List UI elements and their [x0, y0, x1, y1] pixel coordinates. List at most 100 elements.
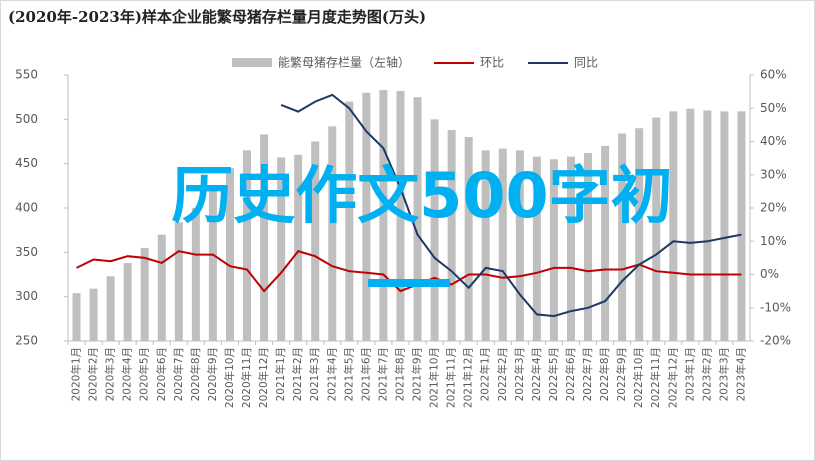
x-tick-label: 2020年8月 — [189, 347, 202, 401]
bar — [515, 150, 524, 341]
x-tick-label: 2020年5月 — [138, 347, 151, 401]
y2-tick-label: 20% — [760, 201, 787, 215]
bar — [379, 90, 388, 341]
x-tick-label: 2020年10月 — [223, 347, 236, 408]
line — [280, 93, 742, 318]
bar — [447, 129, 456, 341]
x-tick-label: 2022年8月 — [598, 347, 611, 401]
legend: 能繁母猪存栏量（左轴） 环比 同比 — [232, 55, 598, 70]
x-tick-label: 2021年7月 — [376, 347, 389, 401]
bar — [89, 288, 98, 341]
bar — [72, 293, 81, 341]
bar — [601, 145, 610, 341]
chart-title: (2020年-2023年)样本企业能繁母猪存栏量月度走势图(万头) — [8, 8, 426, 26]
x-tick-label: 2020年12月 — [257, 347, 270, 408]
x-tick-label: 2021年4月 — [325, 347, 338, 401]
x-tick-label: 2020年4月 — [121, 347, 134, 401]
x-tick-label: 2022年1月 — [479, 347, 492, 401]
bar — [720, 111, 729, 341]
x-tick-label: 2020年6月 — [155, 347, 168, 401]
x-tick-label: 2023年3月 — [717, 347, 730, 401]
x-tick-label: 2023年2月 — [700, 347, 713, 401]
bar — [106, 276, 115, 341]
x-tick-label: 2022年10月 — [632, 347, 645, 408]
y-tick-label: 550 — [15, 68, 38, 82]
x-tick-label: 2022年2月 — [496, 347, 509, 401]
x-tick-label: 2023年1月 — [683, 347, 696, 401]
y2-tick-label: 50% — [760, 101, 787, 115]
bar — [635, 128, 644, 341]
bar — [618, 133, 627, 341]
x-tick-label: 2021年10月 — [428, 347, 441, 408]
x-tick-label: 2022年4月 — [530, 347, 543, 401]
bar — [584, 153, 593, 341]
bar — [464, 137, 473, 341]
bar — [328, 126, 337, 341]
x-tick-label: 2021年6月 — [359, 347, 372, 401]
y-tick-label: 300 — [15, 289, 38, 303]
x-tick-label: 2020年11月 — [240, 347, 253, 408]
bar — [532, 156, 541, 341]
bar — [311, 141, 320, 341]
y-tick-label: 400 — [15, 201, 38, 215]
y2-tick-label: 10% — [760, 234, 787, 248]
legend-label: 能繁母猪存栏量（左轴） — [278, 55, 410, 70]
x-tick-label: 2021年11月 — [445, 347, 458, 408]
x-tick-label: 2020年7月 — [172, 347, 185, 401]
x-tick-label: 2020年9月 — [206, 347, 219, 401]
bar — [345, 101, 354, 341]
y2-tick-label: 40% — [760, 134, 787, 148]
bar — [498, 148, 507, 341]
bar — [277, 157, 286, 341]
y2-tick-label: 30% — [760, 167, 787, 181]
bar — [140, 247, 149, 341]
bar — [396, 90, 405, 342]
x-tick-label: 2022年6月 — [564, 347, 577, 401]
x-tick-label: 2022年3月 — [513, 347, 526, 401]
x-tick-label: 2022年7月 — [581, 347, 594, 401]
legend-label: 环比 — [480, 56, 504, 70]
bar — [174, 222, 183, 341]
overlay-text: 历史作文500字初 — [171, 159, 672, 232]
y-tick-label: 500 — [15, 112, 38, 126]
x-tick-label: 2021年5月 — [342, 347, 355, 401]
y-tick-label: 450 — [15, 156, 38, 170]
x-tick-label: 2021年1月 — [274, 347, 287, 401]
bar — [208, 190, 217, 341]
y-tick-label: 250 — [15, 334, 38, 348]
bar — [703, 110, 712, 341]
x-tick-label: 2022年5月 — [547, 347, 560, 401]
bar — [123, 262, 132, 341]
y2-tick-label: -20% — [760, 334, 791, 348]
y2-tick-label: 0% — [760, 267, 779, 281]
x-tick-label: 2023年4月 — [734, 347, 747, 401]
bar — [243, 150, 252, 341]
x-tick-label: 2022年9月 — [615, 347, 628, 401]
x-tick-label: 2021年2月 — [291, 347, 304, 401]
bar — [669, 111, 678, 341]
bar — [294, 154, 303, 341]
x-tick-label: 2022年12月 — [666, 347, 679, 408]
bar — [481, 150, 490, 341]
legend-swatch — [232, 58, 272, 67]
bar — [686, 108, 695, 342]
bar — [566, 156, 575, 341]
bar — [260, 134, 269, 341]
x-tick-label: 2022年11月 — [649, 347, 662, 408]
x-tick-label: 2020年3月 — [104, 347, 117, 401]
y-tick-label: 350 — [15, 245, 38, 259]
bar — [652, 117, 661, 341]
bar — [430, 119, 439, 341]
line — [76, 250, 742, 293]
bar — [191, 208, 200, 341]
legend-label: 同比 — [574, 56, 598, 70]
bar — [157, 234, 166, 341]
bar — [413, 97, 422, 342]
overlay-underline — [368, 279, 450, 287]
x-tick-label: 2021年9月 — [411, 347, 424, 401]
x-tick-label: 2020年2月 — [87, 347, 100, 401]
bar — [362, 92, 371, 341]
x-tick-label: 2021年12月 — [462, 347, 475, 408]
